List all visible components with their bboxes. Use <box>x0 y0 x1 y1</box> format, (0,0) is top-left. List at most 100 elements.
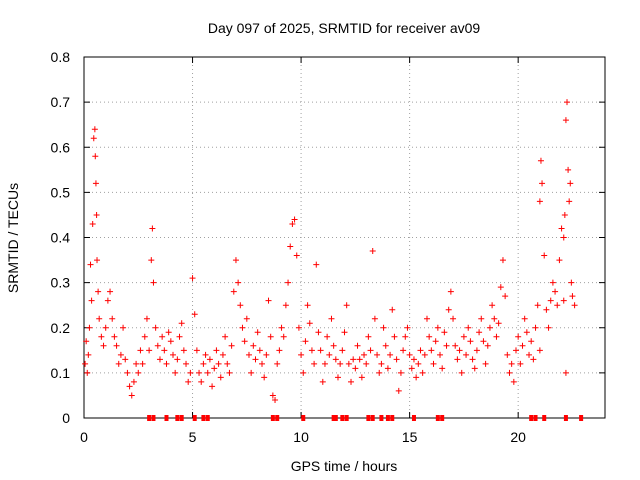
data-point <box>189 275 196 282</box>
flag-marker <box>390 415 395 421</box>
data-point <box>319 378 326 385</box>
flag-marker <box>366 415 371 421</box>
data-point <box>196 369 203 376</box>
data-point <box>382 342 389 349</box>
data-point <box>556 257 563 264</box>
data-point <box>565 166 572 173</box>
data-point <box>176 333 183 340</box>
data-point <box>561 211 568 218</box>
data-point <box>252 356 259 363</box>
x-tick-label: 10 <box>293 429 309 445</box>
flag-marker <box>151 415 156 421</box>
data-point <box>413 374 420 381</box>
data-point <box>215 360 222 367</box>
data-point <box>458 369 465 376</box>
data-point <box>250 342 257 349</box>
data-point <box>154 342 161 349</box>
data-point <box>549 279 556 286</box>
data-point <box>317 347 324 354</box>
data-point <box>217 374 224 381</box>
flag-marker <box>440 415 445 421</box>
data-point <box>421 351 428 358</box>
data-point <box>534 302 541 309</box>
data-point <box>499 257 506 264</box>
data-point <box>148 257 155 264</box>
data-point <box>400 347 407 354</box>
data-point <box>228 342 235 349</box>
data-point <box>395 387 402 394</box>
data-point <box>185 378 192 385</box>
data-point <box>352 365 359 372</box>
data-point <box>358 374 365 381</box>
data-point <box>224 360 231 367</box>
data-point <box>245 351 252 358</box>
data-point <box>324 333 331 340</box>
data-point <box>272 396 279 403</box>
data-point <box>402 333 409 340</box>
flag-marker <box>411 415 416 421</box>
data-point <box>432 338 439 345</box>
data-point <box>430 360 437 367</box>
data-point <box>571 302 578 309</box>
flag-marker <box>385 415 390 421</box>
data-point <box>230 288 237 295</box>
data-point <box>232 257 239 264</box>
data-point <box>96 315 103 322</box>
data-point <box>183 360 190 367</box>
flag-marker <box>147 415 152 421</box>
data-point <box>261 374 268 381</box>
flag-marker <box>340 415 345 421</box>
data-point <box>564 99 571 106</box>
data-point <box>345 360 352 367</box>
data-point <box>443 342 450 349</box>
data-point <box>278 324 285 331</box>
data-point <box>156 356 163 363</box>
data-point <box>460 333 467 340</box>
data-point <box>415 360 422 367</box>
data-point <box>109 315 116 322</box>
data-point <box>343 302 350 309</box>
data-point <box>280 333 287 340</box>
data-point <box>87 261 94 268</box>
data-point <box>560 234 567 241</box>
x-axis-label: GPS time / hours <box>291 458 398 474</box>
y-tick-label: 0.8 <box>51 49 71 65</box>
data-point <box>434 324 441 331</box>
flag-marker <box>435 415 440 421</box>
data-point <box>115 360 122 367</box>
data-point <box>371 315 378 322</box>
data-point <box>146 347 153 354</box>
data-point <box>150 279 157 286</box>
data-point <box>530 356 537 363</box>
data-point <box>450 315 457 322</box>
data-point <box>332 356 339 363</box>
data-point <box>528 338 535 345</box>
data-point <box>537 157 544 164</box>
flag-marker <box>275 415 280 421</box>
data-point <box>365 333 372 340</box>
data-point <box>308 347 315 354</box>
chart-title: Day 097 of 2025, SRMTID for receiver av0… <box>208 20 481 36</box>
data-point <box>384 365 391 372</box>
data-point <box>517 360 524 367</box>
data-point <box>82 360 89 367</box>
data-point <box>562 369 569 376</box>
data-point <box>128 392 135 399</box>
data-point <box>172 369 179 376</box>
data-point <box>88 297 95 304</box>
flag-marker <box>301 415 306 421</box>
data-point <box>104 297 111 304</box>
data-point <box>124 369 131 376</box>
data-point <box>393 356 400 363</box>
data-point <box>259 360 266 367</box>
flag-markers <box>147 415 584 421</box>
data-point <box>552 288 559 295</box>
data-point <box>510 378 517 385</box>
data-point <box>541 252 548 259</box>
data-point <box>193 347 200 354</box>
data-point <box>92 153 99 160</box>
data-point <box>389 306 396 313</box>
data-point <box>167 338 174 345</box>
data-point <box>89 220 96 227</box>
